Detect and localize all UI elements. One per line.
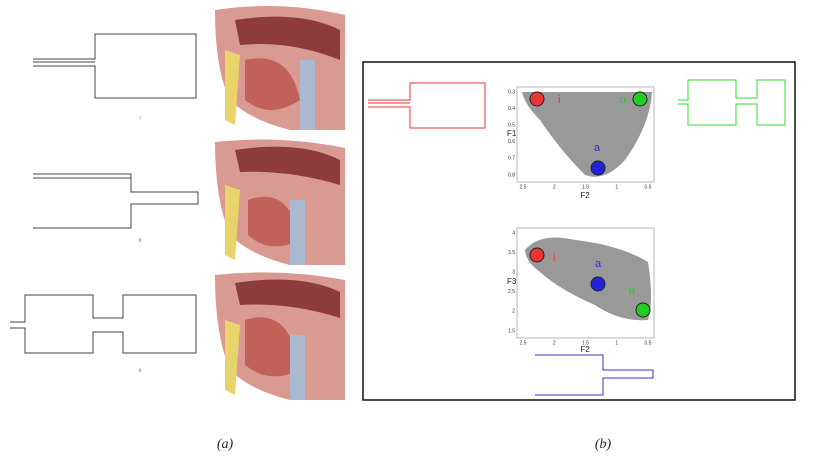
vowel-label: u bbox=[629, 285, 635, 297]
y-tick-label: 2 bbox=[512, 309, 515, 315]
x-tick-label: 2.5 bbox=[520, 184, 527, 190]
y-tick-label: 2.5 bbox=[508, 289, 515, 295]
y-tick-label: 0.4 bbox=[508, 106, 515, 112]
tube-u-green bbox=[678, 80, 785, 125]
x-tick-label: 2.5 bbox=[520, 340, 527, 346]
tube-a bbox=[33, 174, 198, 228]
x-tick-label: 2 bbox=[553, 184, 556, 190]
tube-u bbox=[10, 295, 196, 353]
vowel-point bbox=[591, 161, 605, 175]
tube-label: u bbox=[139, 367, 142, 373]
y-axis-label: F3 bbox=[507, 277, 517, 286]
y-tick-label: 0.7 bbox=[508, 156, 515, 162]
y-tick-label: 1.5 bbox=[508, 328, 515, 334]
x-tick-label: 1.5 bbox=[582, 184, 589, 190]
y-tick-label: 0.8 bbox=[508, 172, 515, 178]
y-tick-label: 4 bbox=[512, 230, 515, 236]
tube-a-blue bbox=[535, 355, 653, 395]
vowel-point bbox=[636, 303, 650, 317]
caption: (a) bbox=[217, 437, 234, 452]
y-tick-label: 0.3 bbox=[508, 89, 515, 95]
vocal-tract-i bbox=[215, 6, 345, 130]
tube-i bbox=[33, 34, 196, 98]
vowel-label: u bbox=[620, 94, 626, 106]
vowel-point bbox=[633, 92, 647, 106]
x-tick-label: 1.5 bbox=[582, 340, 589, 346]
vowel-point bbox=[530, 248, 544, 262]
x-tick-label: 0.5 bbox=[645, 184, 652, 190]
y-tick-label: 3 bbox=[512, 270, 515, 276]
y-tick-label: 0.5 bbox=[508, 123, 515, 129]
y-tick-label: 0.6 bbox=[508, 139, 515, 145]
y-tick-label: 3.5 bbox=[508, 250, 515, 256]
x-axis-label: F2 bbox=[580, 191, 590, 200]
vocal-tract-u bbox=[215, 272, 345, 400]
vowel-label: a bbox=[595, 258, 602, 270]
x-tick-label: 1 bbox=[615, 184, 618, 190]
figure: i a u i u a bbox=[0, 0, 813, 458]
tube-label: i bbox=[139, 115, 140, 121]
vocal-tract-images bbox=[215, 6, 345, 400]
x-tick-label: 0.5 bbox=[645, 340, 652, 346]
tube-label: a bbox=[139, 237, 142, 243]
x-tick-label: 1 bbox=[615, 340, 618, 346]
vowel-label: i bbox=[553, 252, 555, 264]
x-axis-label: F2 bbox=[580, 345, 590, 354]
vowel-point bbox=[591, 277, 605, 291]
x-tick-label: 2 bbox=[553, 340, 556, 346]
y-axis-label: F1 bbox=[507, 129, 517, 138]
vowel-point bbox=[530, 92, 544, 106]
tube-i-red bbox=[368, 83, 485, 128]
caption: (b) bbox=[595, 437, 612, 452]
vowel-label: i bbox=[558, 94, 560, 106]
tube-models bbox=[10, 34, 198, 353]
vowel-label: a bbox=[594, 142, 601, 154]
vocal-tract-a bbox=[215, 140, 345, 265]
